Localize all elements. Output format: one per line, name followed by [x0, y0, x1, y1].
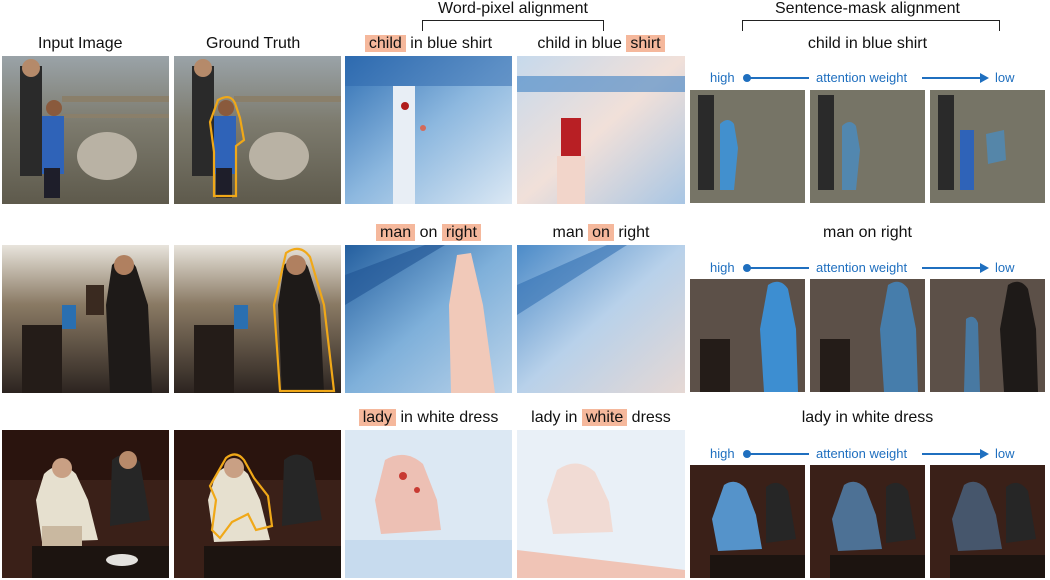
row1-attn-high: high	[710, 70, 735, 85]
row1-wp1-caption: child in blue shirt	[345, 34, 512, 54]
sentence-mask-bracket	[742, 20, 1000, 31]
row2-attn-line-left	[747, 267, 809, 269]
row2-wp2-caption: man on right	[552, 224, 650, 241]
row2-mask-mid	[810, 279, 925, 392]
row1-attn-low: low	[995, 70, 1015, 85]
row1-wp1-highlight: child	[364, 35, 406, 52]
header-sentence-mask-alignment: Sentence-mask alignment	[775, 0, 960, 17]
row3-wp1-caption: lady in white dress	[345, 408, 512, 428]
row1-mask-low	[930, 90, 1045, 203]
row3-attn-line-right	[922, 453, 980, 455]
row2-attn-weight: attention weight	[816, 260, 908, 275]
row3-wp2-caption: lady in white dress	[531, 409, 671, 426]
row1-heatmap-child	[345, 56, 512, 204]
row2-wp1-caption: man on right	[345, 223, 512, 243]
header-word-pixel-alignment: Word-pixel alignment	[438, 0, 588, 17]
row2-ground-truth	[174, 245, 341, 393]
row2-wp1-highlight-right: right	[441, 224, 481, 241]
row3-mask-mid	[810, 465, 925, 578]
row1-attn-line-left	[747, 77, 809, 79]
row2-attn-high: high	[710, 260, 735, 275]
row3-heatmap-white	[517, 430, 685, 578]
row2-attn-arrowhead	[980, 263, 989, 273]
row3-heatmap-lady	[345, 430, 512, 578]
row1-mask-mid	[810, 90, 925, 203]
row3-wp2-highlight: white	[581, 409, 628, 426]
row1-heatmap-shirt	[517, 56, 685, 204]
row3-mask-low	[930, 465, 1045, 578]
row1-attn-line-right	[922, 77, 980, 79]
row3-sentence: lady in white dress	[801, 409, 934, 426]
row3-wp1-highlight: lady	[358, 409, 397, 426]
row2-heatmap-man-right	[345, 245, 512, 393]
row3-attn-weight: attention weight	[816, 446, 908, 461]
row2-input-image	[2, 245, 169, 393]
row1-input-image	[2, 56, 169, 204]
header-input-image: Input Image	[38, 35, 123, 52]
row3-input-image	[2, 430, 169, 578]
row1-wp2-highlight: shirt	[626, 35, 665, 52]
row2-sentence: man on right	[823, 224, 912, 241]
row3-mask-high	[690, 465, 805, 578]
row3-attn-arrowhead	[980, 449, 989, 459]
row1-wp2-caption: child in blue shirt	[517, 34, 685, 54]
word-pixel-bracket	[422, 20, 604, 31]
row1-mask-high	[690, 90, 805, 203]
row2-mask-low	[930, 279, 1045, 392]
row2-wp1-highlight-man: man	[376, 224, 416, 241]
row1-sentence: child in blue shirt	[807, 35, 928, 52]
row3-ground-truth	[174, 430, 341, 578]
row2-mask-high	[690, 279, 805, 392]
row1-ground-truth	[174, 56, 341, 204]
header-ground-truth: Ground Truth	[206, 35, 301, 52]
row3-attn-low: low	[995, 446, 1015, 461]
row2-wp2-highlight: on	[588, 224, 614, 241]
row2-heatmap-on	[517, 245, 685, 393]
row2-attn-low: low	[995, 260, 1015, 275]
row1-attn-weight: attention weight	[816, 70, 908, 85]
row2-attn-line-right	[922, 267, 980, 269]
row3-attn-high: high	[710, 446, 735, 461]
row1-attn-arrowhead	[980, 73, 989, 83]
row3-attn-line-left	[747, 453, 809, 455]
